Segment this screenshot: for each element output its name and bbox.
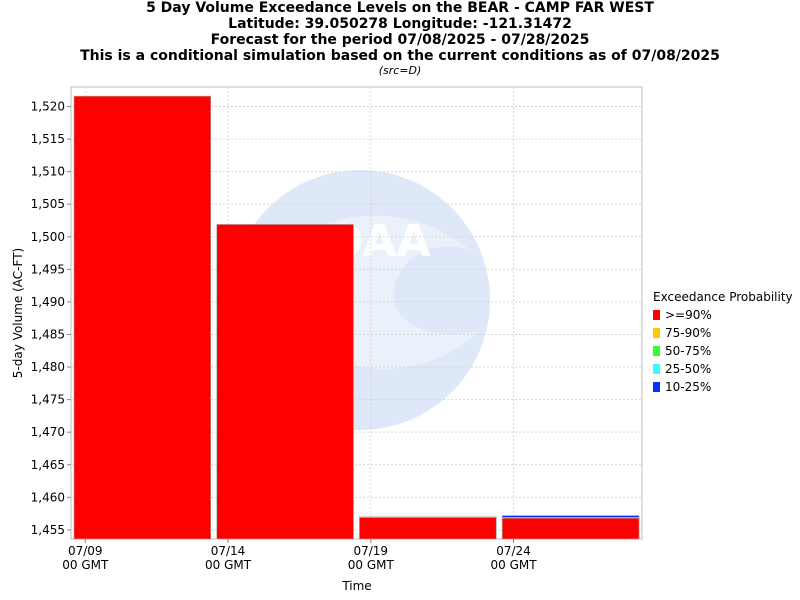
- y-tick-label: 1,475: [31, 393, 65, 407]
- legend-label: 50-75%: [665, 344, 712, 358]
- x-tick-label: 07/19: [353, 544, 388, 558]
- legend: Exceedance Probability >=90% 75-90% 50-75%…: [653, 289, 793, 396]
- legend-item: >=90%: [653, 306, 793, 324]
- x-tick-label: 00 GMT: [348, 558, 395, 572]
- x-tick-label: 07/24: [496, 544, 531, 558]
- y-axis-label: 5-day Volume (AC-FT): [11, 248, 25, 378]
- legend-item: 50-75%: [653, 342, 793, 360]
- y-tick-label: 1,505: [31, 197, 65, 211]
- chart-title-line-2: Latitude: 39.050278 Longitude: -121.3147…: [228, 16, 572, 32]
- x-tick-label: 07/09: [68, 544, 103, 558]
- y-tick-label: 1,460: [31, 490, 65, 504]
- legend-swatch: [653, 382, 660, 392]
- legend-label: >=90%: [665, 308, 712, 322]
- y-tick-label: 1,520: [31, 100, 65, 114]
- legend-item: 75-90%: [653, 324, 793, 342]
- legend-swatch: [653, 346, 660, 356]
- legend-swatch: [653, 364, 660, 374]
- bar-segment: [359, 517, 497, 540]
- x-tick-label: 00 GMT: [62, 558, 109, 572]
- y-tick-label: 1,455: [31, 523, 65, 537]
- chart-subtitle: (src=D): [378, 64, 422, 77]
- legend-label: 25-50%: [665, 362, 712, 376]
- chart-title-line-1: 5 Day Volume Exceedance Levels on the BE…: [146, 0, 654, 16]
- legend-title: Exceedance Probability: [653, 290, 793, 304]
- legend-swatch: [653, 328, 660, 338]
- y-tick-label: 1,485: [31, 327, 65, 341]
- y-tick-label: 1,470: [31, 425, 65, 439]
- legend-items: >=90% 75-90% 50-75% 25-50% 10-25%: [653, 306, 793, 396]
- y-tick-label: 1,510: [31, 165, 65, 179]
- y-tick-label: 1,465: [31, 458, 65, 472]
- chart-titles: 5 Day Volume Exceedance Levels on the BE…: [0, 0, 800, 78]
- x-tick-label: 07/14: [211, 544, 246, 558]
- chart-title-line-4: This is a conditional simulation based o…: [80, 48, 720, 64]
- legend-swatch: [653, 310, 660, 320]
- legend-label: 75-90%: [665, 326, 712, 340]
- bars: [73, 95, 640, 540]
- legend-item: 10-25%: [653, 378, 793, 396]
- y-tick-label: 1,480: [31, 360, 65, 374]
- legend-label: 10-25%: [665, 380, 712, 394]
- y-tick-label: 1,500: [31, 230, 65, 244]
- chart-title-line-3: Forecast for the period 07/08/2025 - 07/…: [210, 32, 590, 48]
- x-axis-label: Time: [341, 579, 371, 593]
- bar-segment: [73, 95, 212, 540]
- y-tick-label: 1,495: [31, 262, 65, 276]
- y-axis: 1,455 1,460 1,465 1,470 1,475 1,480 1,485 1,490…: [31, 100, 71, 537]
- x-tick-label: 00 GMT: [205, 558, 252, 572]
- y-tick-label: 1,490: [31, 295, 65, 309]
- legend-item: 25-50%: [653, 360, 793, 378]
- bar-segment: [501, 517, 640, 540]
- x-tick-label: 00 GMT: [490, 558, 537, 572]
- y-tick-label: 1,515: [31, 132, 65, 146]
- bar-segment: [216, 224, 354, 540]
